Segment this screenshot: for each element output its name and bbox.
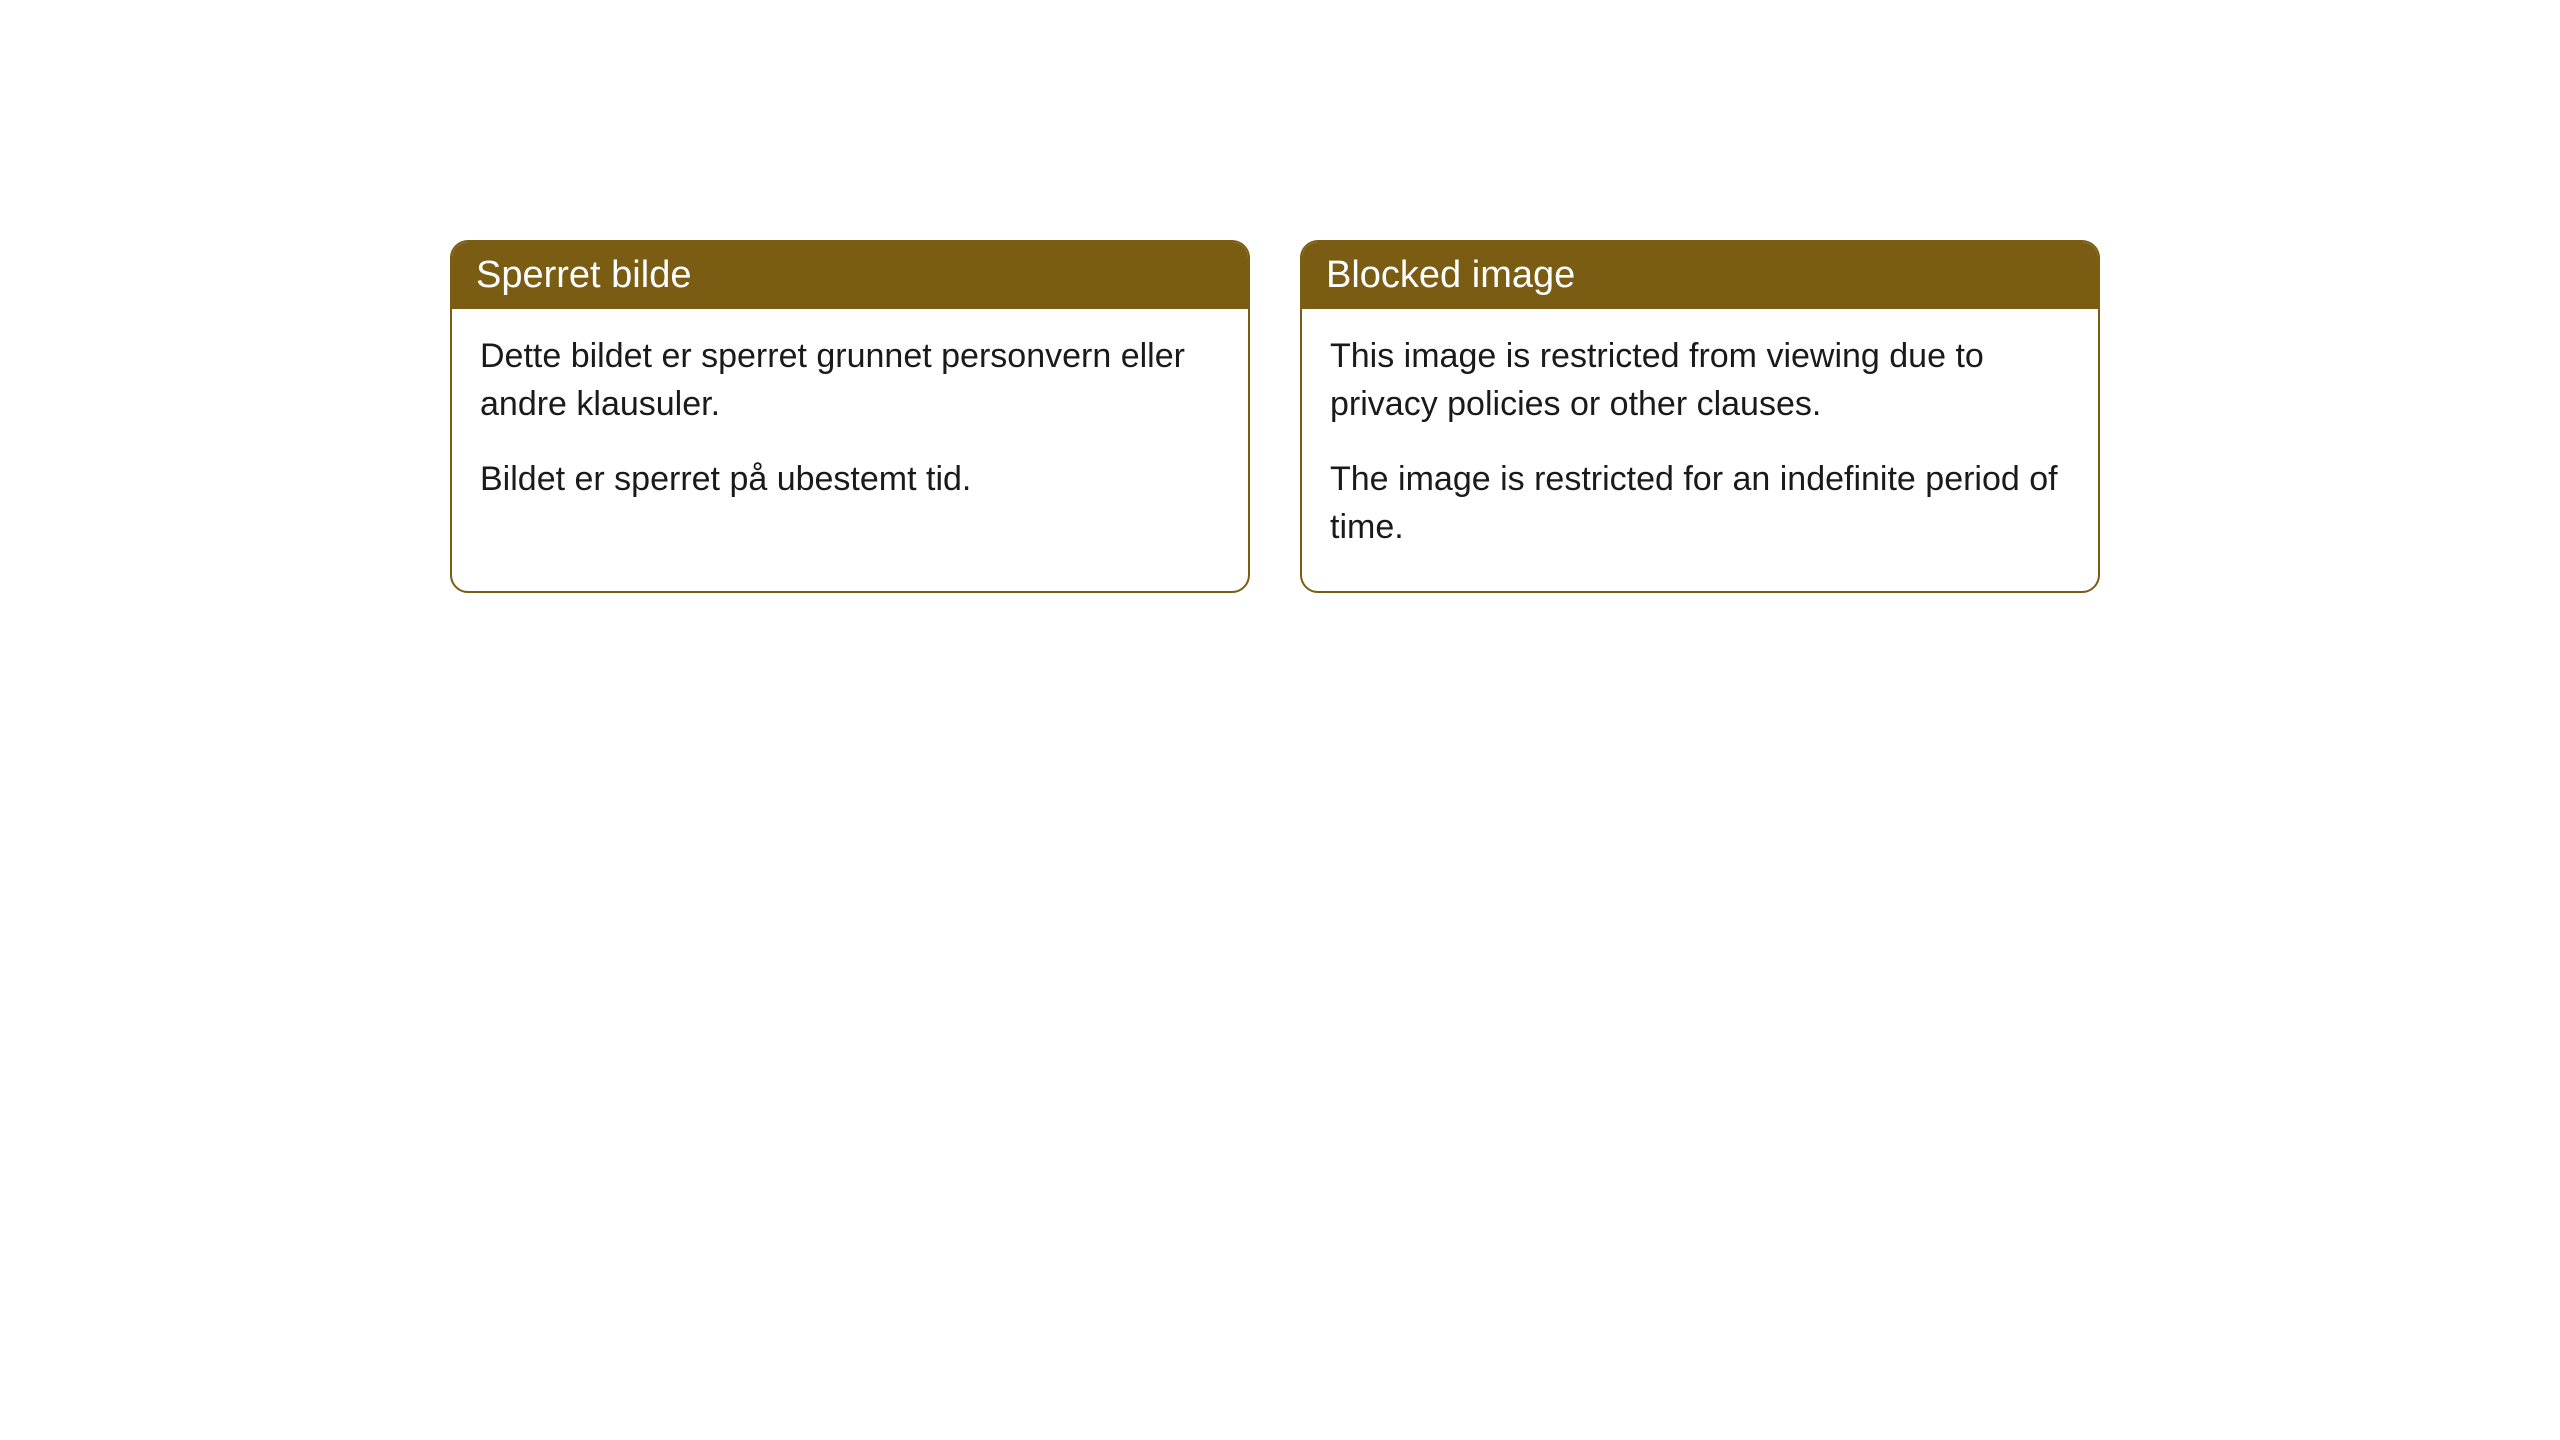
card-header: Blocked image <box>1302 242 2098 309</box>
card-body: Dette bildet er sperret grunnet personve… <box>452 309 1248 544</box>
card-header: Sperret bilde <box>452 242 1248 309</box>
card-message-1: This image is restricted from viewing du… <box>1330 333 2070 428</box>
message-cards-container: Sperret bilde Dette bildet er sperret gr… <box>450 240 2100 593</box>
card-message-1: Dette bildet er sperret grunnet personve… <box>480 333 1220 428</box>
card-title: Sperret bilde <box>476 254 691 296</box>
blocked-image-card-norwegian: Sperret bilde Dette bildet er sperret gr… <box>450 240 1250 593</box>
card-title: Blocked image <box>1326 254 1575 296</box>
card-message-2: The image is restricted for an indefinit… <box>1330 456 2070 551</box>
blocked-image-card-english: Blocked image This image is restricted f… <box>1300 240 2100 593</box>
card-body: This image is restricted from viewing du… <box>1302 309 2098 591</box>
card-message-2: Bildet er sperret på ubestemt tid. <box>480 456 1220 504</box>
